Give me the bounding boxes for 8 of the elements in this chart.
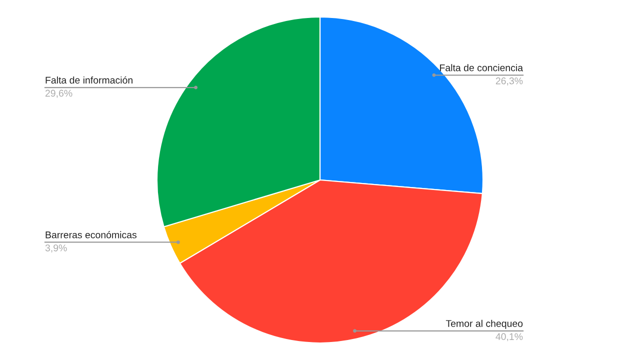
slice-label: Barreras económicas	[46, 231, 137, 238]
data-label: 29,6%	[45, 90, 72, 98]
slice-label: Falta de conciencia	[440, 64, 524, 72]
slice-label: Falta de información	[46, 76, 132, 84]
data-label: 26,3%	[496, 77, 523, 86]
data-label: 3,9%	[45, 244, 67, 253]
data-label: 40,1%	[496, 333, 523, 342]
slice-label: Temor al chequeo	[446, 320, 523, 329]
